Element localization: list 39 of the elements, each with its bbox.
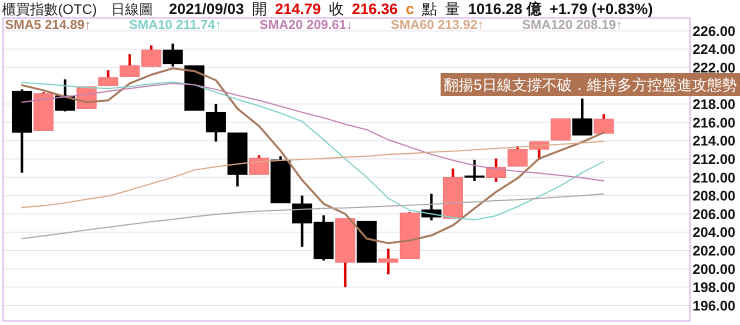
annotation: 2021/09/03 (168, 1, 244, 18)
candlestick (206, 102, 226, 143)
legend: SMA5 214.89↑ SMA10 211.74↑ SMA20 209.61↓ SMA60 213.92↑ SMA120 208.19↑ (5, 17, 622, 32)
y-tick-label: 208.00 (692, 188, 736, 204)
candlestick (464, 158, 484, 182)
y-tick-label: 216.00 (692, 114, 736, 130)
y-tick-label: 226.00 (692, 22, 736, 39)
annotation: 開 (252, 1, 267, 18)
candlestick (572, 97, 592, 136)
y-tick-label: 204.00 (692, 224, 736, 240)
y-tick-label: 202.00 (692, 242, 736, 259)
annotation: 點 (421, 1, 438, 18)
y-tick-label: 198.00 (692, 279, 736, 296)
y-tick-label: 200.00 (692, 260, 736, 277)
candlestick (550, 118, 571, 141)
callout: 翻揚5日線支撐不破．維持多方控盤進攻態勢 (440, 73, 740, 96)
y-tick-label: 224.00 (692, 41, 736, 58)
annotation: 216.36 (352, 1, 398, 18)
y-tick-label: 212.00 (692, 150, 736, 167)
chart-title: 櫃買指數(OTC) (2, 1, 97, 17)
candlestick (98, 68, 118, 87)
y-tick-label: 214.00 (692, 132, 736, 149)
line-series (21, 140, 604, 208)
annotation: 214.79 (274, 1, 321, 18)
annotation: 1016.28 億 (468, 1, 542, 18)
annotation: 翻揚5日線支撐不破．維持多方控盤進攻態勢 (444, 77, 737, 94)
annotation: 收 (328, 1, 344, 18)
annotation: +1.79 (+0.83%) (549, 1, 653, 18)
candlestick (249, 154, 270, 176)
y-tick-label: 222.00 (692, 59, 736, 76)
candlestick (162, 42, 183, 68)
y-tick-label: 210.00 (692, 169, 736, 186)
line-series (21, 193, 604, 240)
y-tick-label: 218.00 (692, 96, 736, 112)
chart-subtitle: 日線圖 (110, 1, 153, 17)
y-tick-label: 196.00 (692, 297, 736, 314)
annotation: 量 (445, 1, 460, 18)
y-tick-label: 206.00 (692, 206, 736, 222)
annotation: c (406, 1, 414, 18)
